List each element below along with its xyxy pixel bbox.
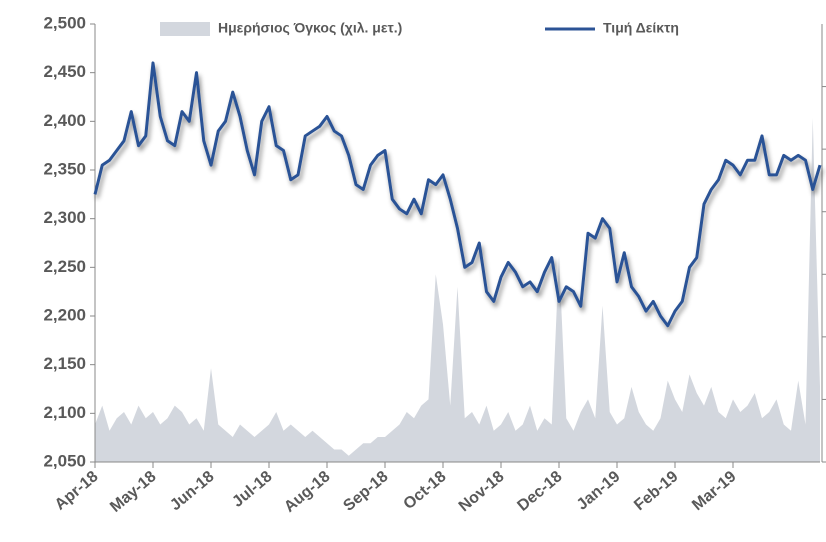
y-tick-label: 2,400 — [43, 111, 86, 130]
x-tick-label: Mar-19 — [689, 468, 740, 514]
x-tick-label: Aug-18 — [281, 468, 334, 516]
y-tick-label: 2,250 — [43, 257, 86, 276]
x-tick-label: Nov-18 — [456, 468, 508, 515]
y-tick-label: 2,300 — [43, 208, 86, 227]
y-tick-label: 2,350 — [43, 159, 86, 178]
y-tick-label: 2,100 — [43, 403, 86, 422]
y-tick-label: 2,050 — [43, 451, 86, 470]
y-tick-label: 2,200 — [43, 305, 86, 324]
x-tick-label: May-18 — [107, 468, 160, 516]
legend-item: Τιμή Δείκτη — [545, 20, 679, 36]
y-tick-label: 2,500 — [43, 13, 86, 32]
legend-label: Τιμή Δείκτη — [603, 20, 679, 36]
index-line — [93, 61, 822, 328]
x-tick-label: Feb-19 — [631, 468, 682, 514]
x-tick-label: Oct-18 — [400, 468, 449, 513]
x-tick-label: Apr-18 — [52, 468, 102, 514]
legend-item: Ημερήσιος Όγκος (χιλ. μετ.) — [160, 20, 402, 36]
volume-area — [95, 117, 820, 462]
x-tick-label: Jul-18 — [229, 468, 275, 511]
x-tick-label: Sep-18 — [340, 468, 391, 515]
legend-label: Ημερήσιος Όγκος (χιλ. μετ.) — [218, 20, 402, 36]
x-tick-label: Dec-18 — [514, 468, 565, 515]
y-tick-label: 2,450 — [43, 62, 86, 81]
x-tick-label: Jan-19 — [574, 468, 624, 514]
x-tick-label: Jun-18 — [167, 468, 218, 514]
legend-swatch — [160, 22, 210, 36]
y-tick-label: 2,150 — [43, 354, 86, 373]
